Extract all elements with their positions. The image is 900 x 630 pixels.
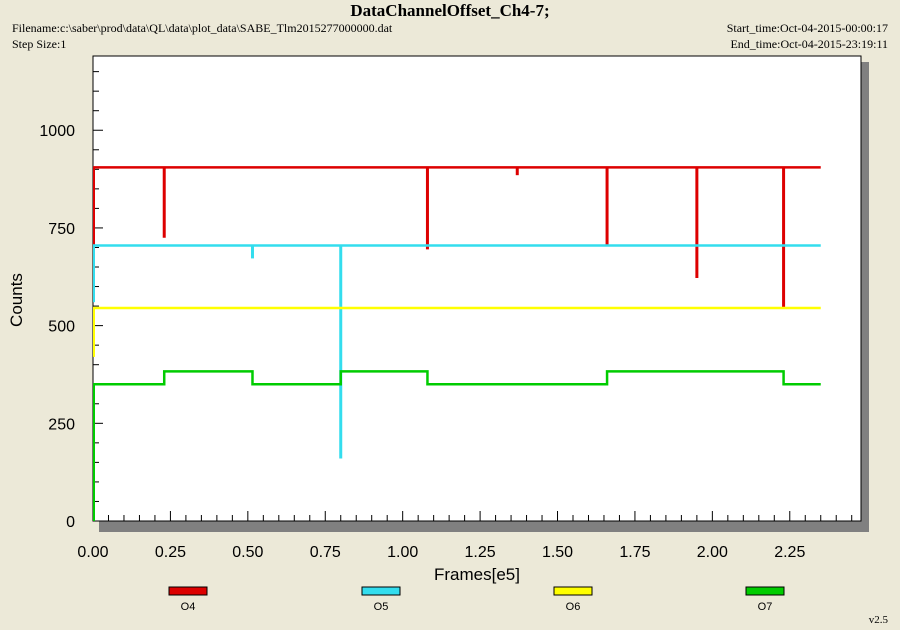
filename-label: Filename:c:\saber\prod\data\QL\data\plot… [12,21,393,35]
legend-swatch [168,586,208,596]
series-lines [93,166,821,521]
x-tick-labels: 0.00 0.25 0.50 0.75 1.00 1.25 1.50 1.75 2.00 2.25 [77,544,805,561]
series-o4 [93,166,821,308]
legend-item-o4: O4 [168,586,208,613]
y-tick-label: 250 [48,416,75,433]
legend-label: O7 [758,601,773,613]
legend-label: O6 [566,601,581,613]
legend-swatch [553,586,593,596]
x-tick-label: 0.75 [310,544,341,561]
plot-area [92,55,862,522]
x-axis-label: Frames[e5] [434,565,520,584]
legend-item-o5: O5 [361,586,401,613]
end-time-label: End_time:Oct-04-2015-23:19:11 [730,37,888,51]
y-tick-labels: 0 250 500 750 1000 [39,123,75,531]
legend-label: O5 [374,601,389,613]
x-tick-label: 1.00 [387,544,418,561]
y-tick-label: 500 [48,319,75,336]
y-tick-label: 1000 [39,123,75,140]
x-tick-label: 1.50 [542,544,573,561]
series-o7 [93,370,821,521]
x-tick-label: 1.25 [465,544,496,561]
x-tick-label: 0.50 [232,544,263,561]
start-time-label: Start_time:Oct-04-2015-00:00:17 [726,21,888,35]
legend-swatch [361,586,401,596]
y-tick-label: 750 [48,221,75,238]
y-tick-label: 0 [66,514,75,531]
legend-swatch [745,586,785,596]
series-o5 [93,244,821,459]
step-size-label: Step Size:1 [12,37,67,51]
x-tick-label: 0.00 [77,544,108,561]
series-o6 [93,306,821,357]
legend-item-o6: O6 [553,586,593,613]
series-line [93,370,821,386]
x-tick-label: 1.75 [619,544,650,561]
x-tick-label: 0.25 [155,544,186,561]
legend-label: O4 [181,601,196,613]
chart-title: DataChannelOffset_Ch4-7; [350,1,550,20]
version-label: v2.5 [868,614,888,626]
legend: O4 O5 O6 O7 [168,586,785,613]
x-tick-label: 2.25 [774,544,805,561]
x-tick-label: 2.00 [697,544,728,561]
legend-item-o7: O7 [745,586,785,613]
y-axis-label: Counts [7,273,26,327]
